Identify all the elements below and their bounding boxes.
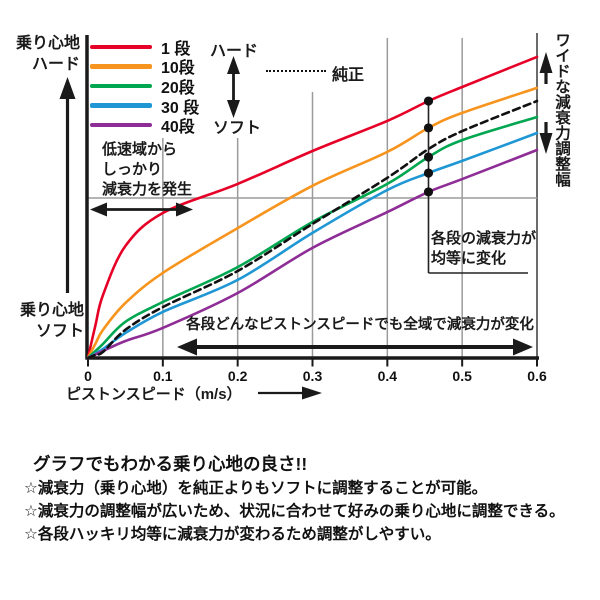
legend-label: 40段 <box>161 119 195 137</box>
legend-swatch-stock-dashed <box>266 70 326 72</box>
series-20段 <box>86 115 539 360</box>
marker-dots <box>423 96 528 274</box>
wide-range-down-arrow <box>539 122 553 154</box>
marker-dot <box>423 96 434 106</box>
legend-item: 30 段 <box>90 96 200 117</box>
legend-swatch-30dan <box>90 103 152 108</box>
marker-dot <box>423 187 434 197</box>
series-純正 <box>86 99 539 360</box>
x-tick-label: 0.4 <box>377 368 398 384</box>
x-tick-label: 0.3 <box>302 368 323 384</box>
legend-label: 1 段 <box>161 40 191 58</box>
x-axis-label: ピストンスピード（m/s） <box>66 386 242 403</box>
note-line: ☆各段ハッキリ均等に減衰力が変わるため調整がしやすい。 <box>24 526 441 543</box>
marker-dot <box>423 152 434 162</box>
x-axis-arrow <box>258 386 322 400</box>
annotation-low-speed: 低速域から しっかり 減衰力を発生 <box>102 141 193 198</box>
notes-heading: グラフでもわかる乗り心地の良さ!! <box>33 454 308 474</box>
y-axis-arrow <box>59 77 76 293</box>
legend-label: 10段 <box>161 60 195 78</box>
wide-range-label: ワイドな減衰力調整幅 <box>553 32 570 187</box>
legend-swatch-1dan <box>90 44 152 50</box>
legend-swatch-20dan <box>90 83 152 89</box>
marker-dot <box>423 168 434 178</box>
low-speed-arrow <box>90 202 193 217</box>
x-tick-label: 0.6 <box>527 368 547 384</box>
legend-swatch-40dan <box>90 122 152 128</box>
legend-item: 20段 <box>90 76 199 97</box>
note-line: ☆減衰力の調整幅が広いため、状況に合わせて好みの乗り心地に調整できる。 <box>24 503 565 520</box>
wide-range-up-arrow <box>539 52 553 84</box>
y-axis-label-hard: 乗り心地 ハード <box>15 35 80 73</box>
legend-swatch-10dan <box>90 64 152 69</box>
legend-label-stock: 純正 <box>332 67 365 84</box>
note-line: ☆減衰力（乗り心地）を純正よりもソフトに調整することが可能。 <box>24 480 488 497</box>
hard-soft-arrow <box>227 56 240 118</box>
y-axis-label-soft: 乗り心地 ソフト <box>19 302 84 340</box>
annotation-full-range: 各段どんなピストンスピードでも全域で減衰力が変化 <box>186 317 534 333</box>
legend-hard-label: ハード <box>210 43 259 60</box>
legend-item: 40段 <box>90 115 199 137</box>
x-tick-label: 0.5 <box>452 368 472 384</box>
legend-item: 10段 <box>90 57 199 77</box>
series-1段 <box>86 55 539 360</box>
legend-label: 30 段 <box>161 99 200 117</box>
series-10段 <box>86 86 539 360</box>
series-30段 <box>86 131 539 360</box>
x-tick-label: 0 <box>84 368 92 384</box>
damping-chart <box>59 33 553 400</box>
annotation-equal-change: 各段の減衰力が 均等に変化 <box>431 230 537 267</box>
notes-list: ☆減衰力（乗り心地）を純正よりもソフトに調整することが可能。 ☆減衰力の調整幅が… <box>24 477 565 546</box>
marker-dot <box>423 123 434 133</box>
x-tick-label: 0.2 <box>227 368 248 384</box>
x-tick-label: 0.1 <box>153 368 173 384</box>
curves <box>86 55 539 360</box>
legend-label: 20段 <box>161 79 195 97</box>
legend: 1 段 10段 20段 30 段 40段 <box>90 37 200 137</box>
legend-soft-label: ソフト <box>213 120 262 137</box>
legend-item: 1 段 <box>90 37 199 58</box>
full-range-arrow <box>177 338 533 356</box>
axes <box>85 35 539 367</box>
